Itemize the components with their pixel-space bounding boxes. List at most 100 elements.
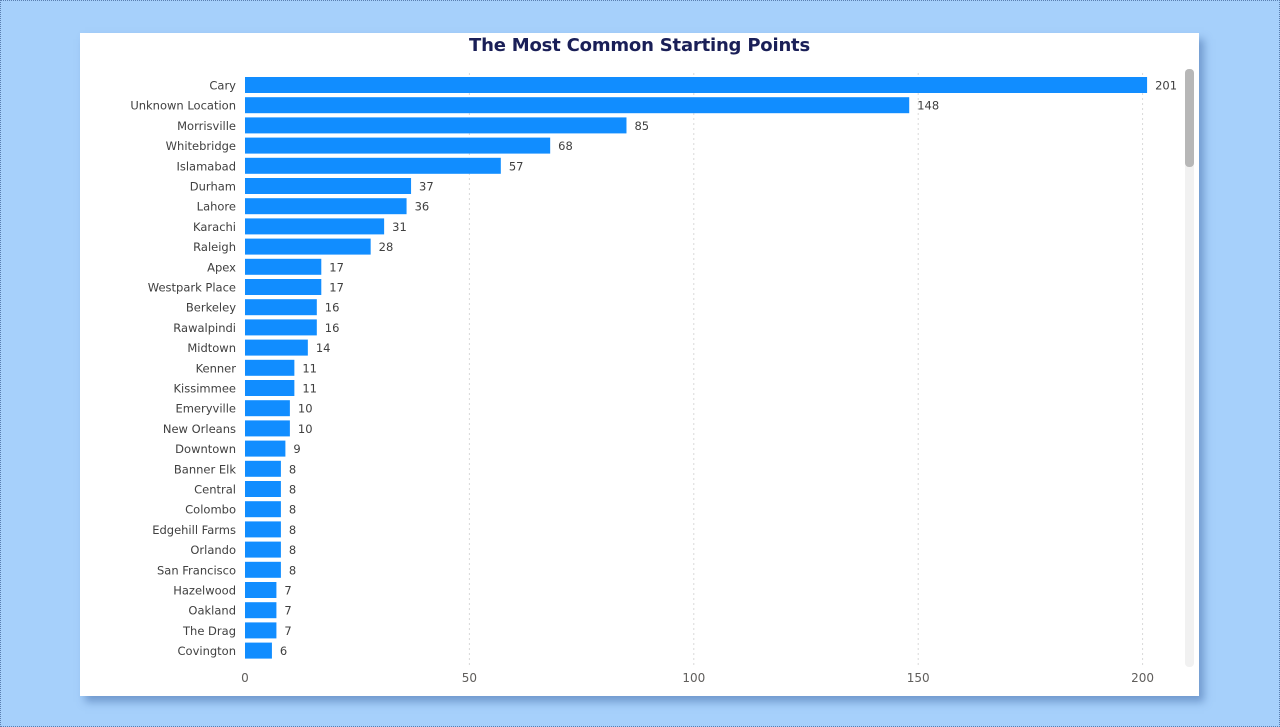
category-label: Morrisville: [177, 119, 236, 133]
data-label: 28: [379, 240, 394, 254]
bar-raleigh: [245, 238, 371, 255]
category-label: Lahore: [197, 200, 236, 214]
chart-title: The Most Common Starting Points: [469, 35, 810, 56]
bar-lahore: [245, 198, 407, 215]
category-label: Central: [194, 483, 236, 497]
data-label: 10: [298, 422, 313, 436]
category-label: Covington: [178, 644, 237, 658]
data-label: 8: [289, 483, 296, 497]
category-label: Banner Elk: [174, 462, 236, 476]
bar-berkeley: [245, 299, 317, 316]
data-label: 9: [293, 442, 300, 456]
category-label: New Orleans: [163, 422, 236, 436]
data-label: 10: [298, 402, 313, 416]
data-label: 11: [302, 382, 317, 396]
category-label: Edgehill Farms: [152, 523, 236, 537]
bar-hazelwood: [245, 582, 277, 598]
data-label: 7: [284, 624, 291, 638]
bar-emeryville: [245, 400, 290, 417]
category-label: Kenner: [196, 361, 237, 375]
bars: [245, 77, 1148, 659]
bar-edgehill-farms: [245, 521, 281, 538]
bar-whitebridge: [245, 137, 551, 154]
x-tick-label: 50: [462, 671, 477, 685]
data-label: 36: [415, 200, 430, 214]
bar-san-francisco: [245, 561, 281, 578]
data-label: 57: [509, 159, 524, 173]
chart-scrollbar[interactable]: [1185, 69, 1194, 667]
x-tick-label: 100: [682, 671, 705, 685]
grid-lines: [468, 73, 1144, 665]
bar-kenner: [245, 359, 295, 376]
x-axis-ticks: 0 50 100 150 200: [241, 671, 1154, 685]
category-label: Rawalpindi: [173, 321, 236, 335]
category-label: Karachi: [193, 220, 236, 234]
data-label: 148: [917, 99, 939, 113]
chart-card: The Most Common Starting Points Cary Unkn…: [80, 33, 1199, 696]
data-label: 8: [289, 523, 296, 537]
x-tick-label: 200: [1131, 671, 1154, 685]
category-label: Oakland: [188, 604, 236, 618]
data-label: 8: [289, 503, 296, 517]
bar-westpark-place: [245, 279, 322, 295]
data-labels: 2011488568573736312817171616141111101098…: [280, 79, 1177, 659]
category-label: Emeryville: [175, 402, 236, 416]
bar-the-drag: [245, 622, 277, 639]
data-label: 85: [634, 119, 649, 133]
category-label: Raleigh: [193, 240, 236, 254]
data-label: 37: [419, 180, 434, 194]
category-labels: Cary Unknown Location Morrisville Whitebrid…: [130, 79, 236, 659]
category-label: Colombo: [185, 503, 236, 517]
data-label: 7: [284, 584, 291, 598]
bar-cary: [245, 77, 1148, 93]
bar-morrisville: [245, 117, 627, 134]
category-label: The Drag: [182, 624, 236, 638]
data-label: 16: [325, 301, 340, 315]
category-label: Westpark Place: [148, 281, 236, 295]
bar-kissimmee: [245, 380, 295, 396]
category-label: Unknown Location: [130, 99, 236, 113]
bar-central: [245, 481, 281, 497]
data-label: 14: [316, 341, 331, 355]
category-label: Downtown: [175, 442, 236, 456]
category-label: Berkeley: [186, 301, 236, 315]
bar-covington: [245, 642, 272, 659]
x-tick-label: 150: [907, 671, 930, 685]
data-label: 201: [1155, 79, 1177, 93]
category-label: Kissimmee: [174, 382, 236, 396]
data-label: 68: [558, 139, 573, 153]
bar-apex: [245, 258, 322, 275]
category-label: Hazelwood: [173, 584, 236, 598]
data-label: 31: [392, 220, 407, 234]
bar-midtown: [245, 339, 308, 356]
category-label: Islamabad: [176, 159, 236, 173]
bar-unknown-location: [245, 97, 910, 114]
data-label: 8: [289, 462, 296, 476]
data-label: 8: [289, 543, 296, 557]
data-label: 6: [280, 644, 287, 658]
category-label: Whitebridge: [166, 139, 236, 153]
data-label: 16: [325, 321, 340, 335]
category-label: Durham: [190, 180, 236, 194]
bar-chart: Cary Unknown Location Morrisville Whitebrid…: [130, 73, 1177, 685]
category-label: San Francisco: [157, 563, 236, 577]
data-label: 11: [302, 361, 317, 375]
data-label: 8: [289, 563, 296, 577]
data-label: 17: [329, 281, 344, 295]
bar-new-orleans: [245, 420, 290, 437]
bar-durham: [245, 178, 412, 194]
bar-colombo: [245, 501, 281, 518]
scrollbar-thumb[interactable]: [1185, 69, 1194, 167]
bar-islamabad: [245, 157, 501, 174]
category-label: Midtown: [187, 341, 236, 355]
data-label: 7: [284, 604, 291, 618]
bar-banner-elk: [245, 460, 281, 477]
x-tick-label: 0: [241, 671, 249, 685]
bar-oakland: [245, 602, 277, 619]
category-label: Apex: [207, 260, 236, 274]
bar-karachi: [245, 218, 385, 235]
category-label: Orlando: [190, 543, 236, 557]
bar-rawalpindi: [245, 319, 317, 336]
bar-orlando: [245, 541, 281, 558]
data-label: 17: [329, 260, 344, 274]
